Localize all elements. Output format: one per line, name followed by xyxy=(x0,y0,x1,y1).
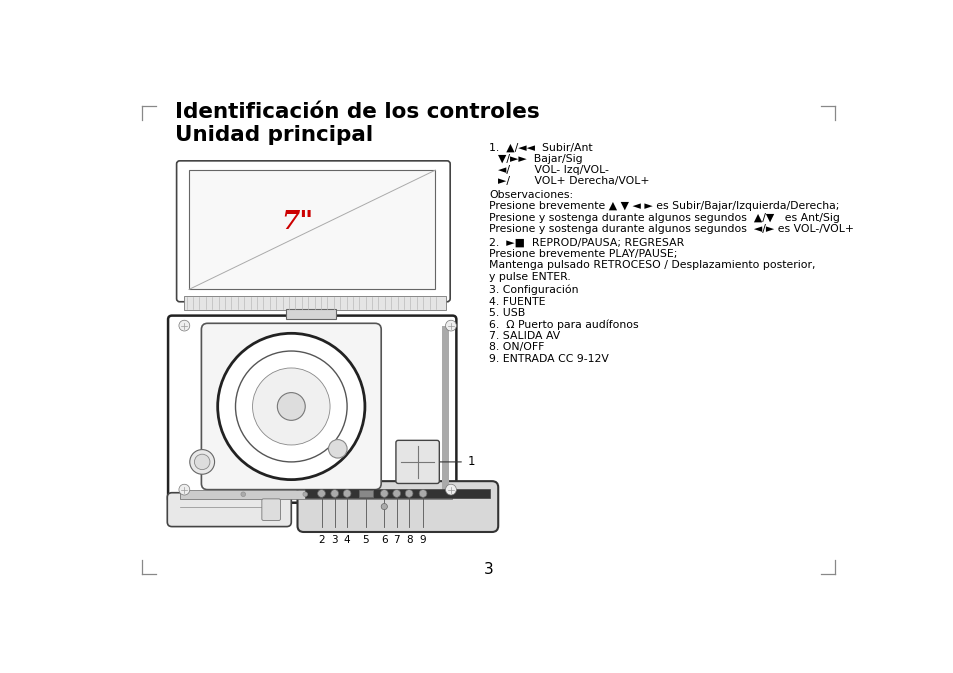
Text: 4: 4 xyxy=(343,535,350,545)
Text: y pulse ENTER.: y pulse ENTER. xyxy=(488,272,570,282)
Bar xyxy=(441,326,449,495)
Text: 7": 7" xyxy=(281,209,314,234)
Circle shape xyxy=(253,368,330,445)
Circle shape xyxy=(381,503,387,509)
Text: 9. ENTRADA CC 9-12V: 9. ENTRADA CC 9-12V xyxy=(488,354,608,363)
Bar xyxy=(183,296,445,310)
Circle shape xyxy=(179,485,190,495)
Circle shape xyxy=(331,490,338,497)
FancyBboxPatch shape xyxy=(395,440,439,483)
Circle shape xyxy=(194,454,210,470)
Text: Observaciones:: Observaciones: xyxy=(488,190,573,200)
Text: Unidad principal: Unidad principal xyxy=(174,125,373,145)
Bar xyxy=(179,490,452,499)
Circle shape xyxy=(418,490,427,497)
Text: Identificación de los controles: Identificación de los controles xyxy=(174,102,539,122)
Text: 3: 3 xyxy=(483,563,494,577)
FancyBboxPatch shape xyxy=(201,323,381,490)
FancyBboxPatch shape xyxy=(261,499,280,520)
Circle shape xyxy=(317,490,325,497)
Text: 5. USB: 5. USB xyxy=(488,308,524,318)
Circle shape xyxy=(241,492,245,497)
Text: ►/       VOL+ Derecha/VOL+: ►/ VOL+ Derecha/VOL+ xyxy=(497,176,649,186)
Text: ▼/►►  Bajar/Sig: ▼/►► Bajar/Sig xyxy=(497,153,582,164)
Text: 7. SALIDA AV: 7. SALIDA AV xyxy=(488,331,559,341)
Bar xyxy=(286,309,335,320)
Circle shape xyxy=(343,490,351,497)
Circle shape xyxy=(179,320,190,331)
Bar xyxy=(189,170,435,289)
Text: Presione brevemente ▲ ▼ ◄ ► es Subir/Bajar/Izquierda/Derecha;: Presione brevemente ▲ ▼ ◄ ► es Subir/Baj… xyxy=(488,201,839,211)
Circle shape xyxy=(405,490,413,497)
Bar xyxy=(305,489,490,498)
Circle shape xyxy=(217,333,365,480)
Text: 8. ON/OFF: 8. ON/OFF xyxy=(488,343,544,352)
Text: Presione y sostenga durante algunos segundos  ◄/► es VOL-/VOL+: Presione y sostenga durante algunos segu… xyxy=(488,224,853,234)
Circle shape xyxy=(277,392,305,421)
Text: 1: 1 xyxy=(468,456,475,468)
Circle shape xyxy=(190,450,214,474)
Text: 6: 6 xyxy=(380,535,387,545)
Circle shape xyxy=(235,351,347,462)
Circle shape xyxy=(445,320,456,331)
Circle shape xyxy=(328,439,347,458)
FancyBboxPatch shape xyxy=(167,493,291,526)
Text: 4. FUENTE: 4. FUENTE xyxy=(488,297,545,307)
Text: 2.  ►■  REPROD/PAUSA; REGRESAR: 2. ►■ REPROD/PAUSA; REGRESAR xyxy=(488,238,683,248)
Circle shape xyxy=(380,490,388,497)
Text: Mantenga pulsado RETROCESO / Desplazamiento posterior,: Mantenga pulsado RETROCESO / Desplazamie… xyxy=(488,260,815,271)
Text: Presione brevemente PLAY/PAUSE;: Presione brevemente PLAY/PAUSE; xyxy=(488,249,677,259)
FancyBboxPatch shape xyxy=(297,481,497,532)
Circle shape xyxy=(445,485,456,495)
Text: Presione y sostenga durante algunos segundos  ▲/▼   es Ant/Sig: Presione y sostenga durante algunos segu… xyxy=(488,213,839,223)
Text: 3. Configuración: 3. Configuración xyxy=(488,285,578,295)
FancyBboxPatch shape xyxy=(176,161,450,302)
Text: 6.  Ω Puerto para audífonos: 6. Ω Puerto para audífonos xyxy=(488,319,638,330)
Circle shape xyxy=(303,492,307,497)
Text: 7: 7 xyxy=(393,535,399,545)
Text: 5: 5 xyxy=(362,535,369,545)
FancyBboxPatch shape xyxy=(168,316,456,503)
Bar xyxy=(358,491,373,497)
Text: 3: 3 xyxy=(331,535,337,545)
Text: 9: 9 xyxy=(419,535,426,545)
Circle shape xyxy=(393,490,400,497)
Text: ◄/       VOL- Izq/VOL-: ◄/ VOL- Izq/VOL- xyxy=(497,165,608,175)
Text: 2: 2 xyxy=(318,535,325,545)
Text: 8: 8 xyxy=(405,535,412,545)
Text: 1.  ▲/◄◄  Subir/Ant: 1. ▲/◄◄ Subir/Ant xyxy=(488,142,592,152)
Circle shape xyxy=(360,492,365,497)
